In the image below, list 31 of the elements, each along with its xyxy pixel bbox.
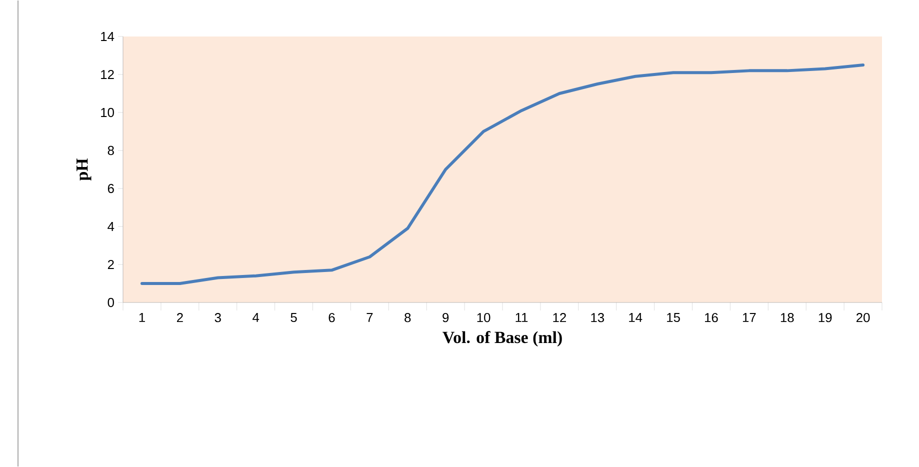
x-tick-label: 7: [366, 313, 373, 322]
y-tick-label: 8: [108, 146, 114, 156]
x-tick-label: 1: [139, 313, 145, 322]
line-series: [140, 63, 865, 285]
y-tick-label: 6: [108, 184, 114, 194]
y-axis-title: pH: [76, 158, 92, 181]
x-tick-label: 15: [667, 313, 680, 322]
x-tick-label: 13: [591, 313, 604, 322]
x-tick-label: 17: [742, 313, 756, 322]
y-tick-label: 14: [101, 32, 114, 41]
y-tick-label: 12: [101, 70, 114, 80]
x-tick-label: 16: [705, 313, 718, 322]
x-tick-label: 19: [818, 313, 832, 322]
y-tick-label: 0: [108, 298, 114, 308]
x-tick-label: 6: [328, 313, 335, 322]
x-tick-label: 2: [176, 313, 183, 322]
x-tick-label: 20: [856, 313, 870, 322]
x-tick-label: 9: [442, 313, 449, 322]
x-tick-label: 18: [780, 313, 794, 322]
x-tick-label: 11: [516, 313, 528, 322]
x-tick-label: 8: [404, 313, 411, 322]
x-axis-title: Vol. of Base (ml): [442, 331, 562, 347]
x-tick-label: 5: [290, 313, 297, 322]
x-tick-label: 4: [252, 313, 260, 322]
y-tick-label: 4: [108, 222, 114, 231]
y-tick-label: 2: [108, 260, 114, 270]
x-tick-label: 14: [629, 313, 642, 322]
x-tick-label: 3: [214, 313, 221, 322]
y-tick-label: 10: [101, 108, 114, 118]
x-tick-label: 12: [553, 313, 566, 322]
x-tick-label: 10: [477, 313, 490, 322]
